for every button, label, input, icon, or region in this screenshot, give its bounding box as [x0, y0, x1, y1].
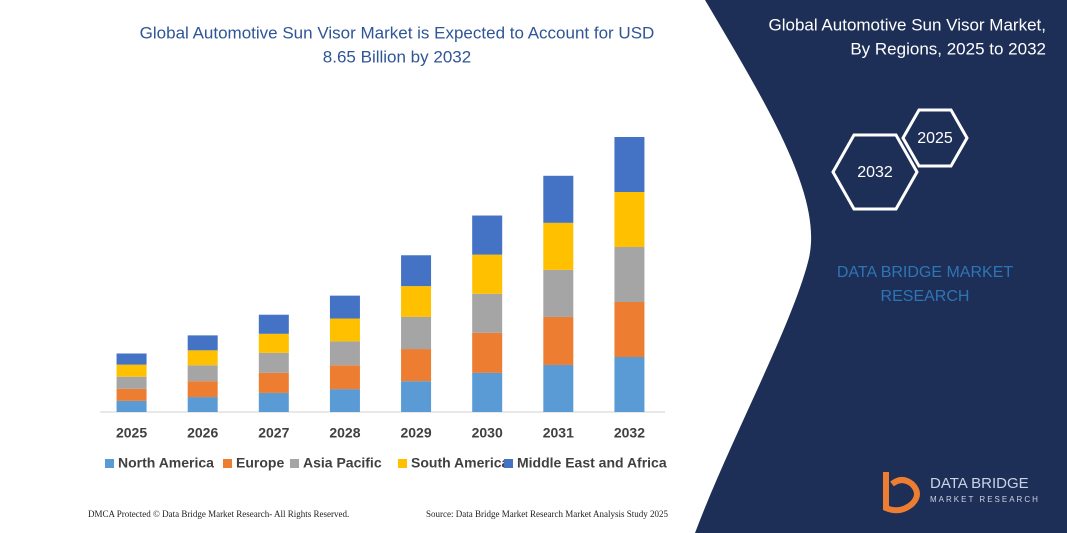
bar-segment: [187, 381, 218, 398]
bar-segment: [401, 349, 432, 382]
legend-swatch: [105, 459, 114, 468]
hex-label: 2032: [857, 164, 893, 181]
brand-text: DATA BRIDGE MARKET: [837, 264, 1014, 281]
bar-segment: [258, 352, 289, 373]
logo-text: MARKET RESEARCH: [930, 495, 1040, 504]
bar-segment: [258, 372, 289, 393]
bar-segment: [258, 392, 289, 412]
x-tick-label: 2031: [543, 425, 574, 441]
hex-label: 2025: [917, 130, 953, 147]
bar-segment: [472, 215, 503, 255]
bar-segment: [187, 335, 218, 351]
bar-segment: [543, 364, 574, 412]
bar-segment: [329, 389, 360, 412]
legend-label: South America: [411, 455, 509, 471]
bar-segment: [329, 295, 360, 319]
bar-segment: [116, 376, 147, 389]
x-tick-label: 2030: [472, 425, 503, 441]
bar-segment: [614, 137, 645, 192]
x-tick-label: 2032: [614, 425, 645, 441]
bar-segment: [543, 175, 574, 223]
x-tick-label: 2025: [116, 425, 147, 441]
bar-segment: [116, 388, 147, 401]
bar-segment: [329, 341, 360, 366]
bar-segment: [329, 365, 360, 390]
chart-title: Global Automotive Sun Visor Market is Ex…: [140, 23, 655, 42]
legend-swatch: [290, 459, 299, 468]
bar-segment: [543, 269, 574, 317]
x-tick-label: 2029: [400, 425, 431, 441]
bar-segment: [258, 314, 289, 334]
bar-segment: [116, 364, 147, 377]
bar-segment: [614, 302, 645, 357]
x-tick-label: 2026: [187, 425, 218, 441]
bar-segment: [543, 316, 574, 365]
bar-segment: [614, 192, 645, 247]
footer-text: Source: Data Bridge Market Research Mark…: [426, 509, 668, 519]
brand-text: RESEARCH: [881, 288, 970, 305]
legend-label: Europe: [236, 455, 284, 471]
bar-segment: [472, 372, 503, 412]
bar-segment: [401, 255, 432, 287]
logo-mark: [883, 472, 920, 514]
panel-title: By Regions, 2025 to 2032: [850, 39, 1046, 58]
side-panel: [695, 0, 1067, 533]
bar-segment: [614, 247, 645, 302]
legend-swatch: [398, 459, 407, 468]
bar-segment: [472, 332, 503, 373]
bar-segment: [187, 365, 218, 382]
legend-label: North America: [118, 455, 214, 471]
panel-title: Global Automotive Sun Visor Market,: [769, 15, 1047, 34]
legend-swatch: [223, 459, 232, 468]
bar-segment: [614, 357, 645, 412]
bar-segment: [401, 286, 432, 317]
bar-segment: [116, 400, 147, 412]
footer-text: DMCA Protected © Data Bridge Market Rese…: [88, 509, 349, 519]
hexagon: [901, 108, 969, 168]
bar-segment: [472, 254, 503, 294]
bar-segment: [258, 333, 289, 353]
bar-segment: [187, 350, 218, 366]
legend-label: Middle East and Africa: [517, 455, 667, 471]
legend-swatch: [504, 459, 513, 468]
legend-label: Asia Pacific: [303, 455, 382, 471]
bar-segment: [116, 353, 147, 365]
bar-segment: [401, 381, 432, 412]
chart-subtitle: 8.65 Billion by 2032: [323, 47, 471, 66]
x-tick-label: 2028: [329, 425, 360, 441]
bar-segment: [401, 316, 432, 350]
x-tick-label: 2027: [258, 425, 289, 441]
bar-segment: [543, 222, 574, 270]
bar-segment: [472, 293, 503, 333]
logo-text: DATA BRIDGE: [930, 475, 1029, 492]
hexagon: [831, 133, 919, 211]
bar-segment: [187, 397, 218, 412]
bar-segment: [329, 318, 360, 342]
